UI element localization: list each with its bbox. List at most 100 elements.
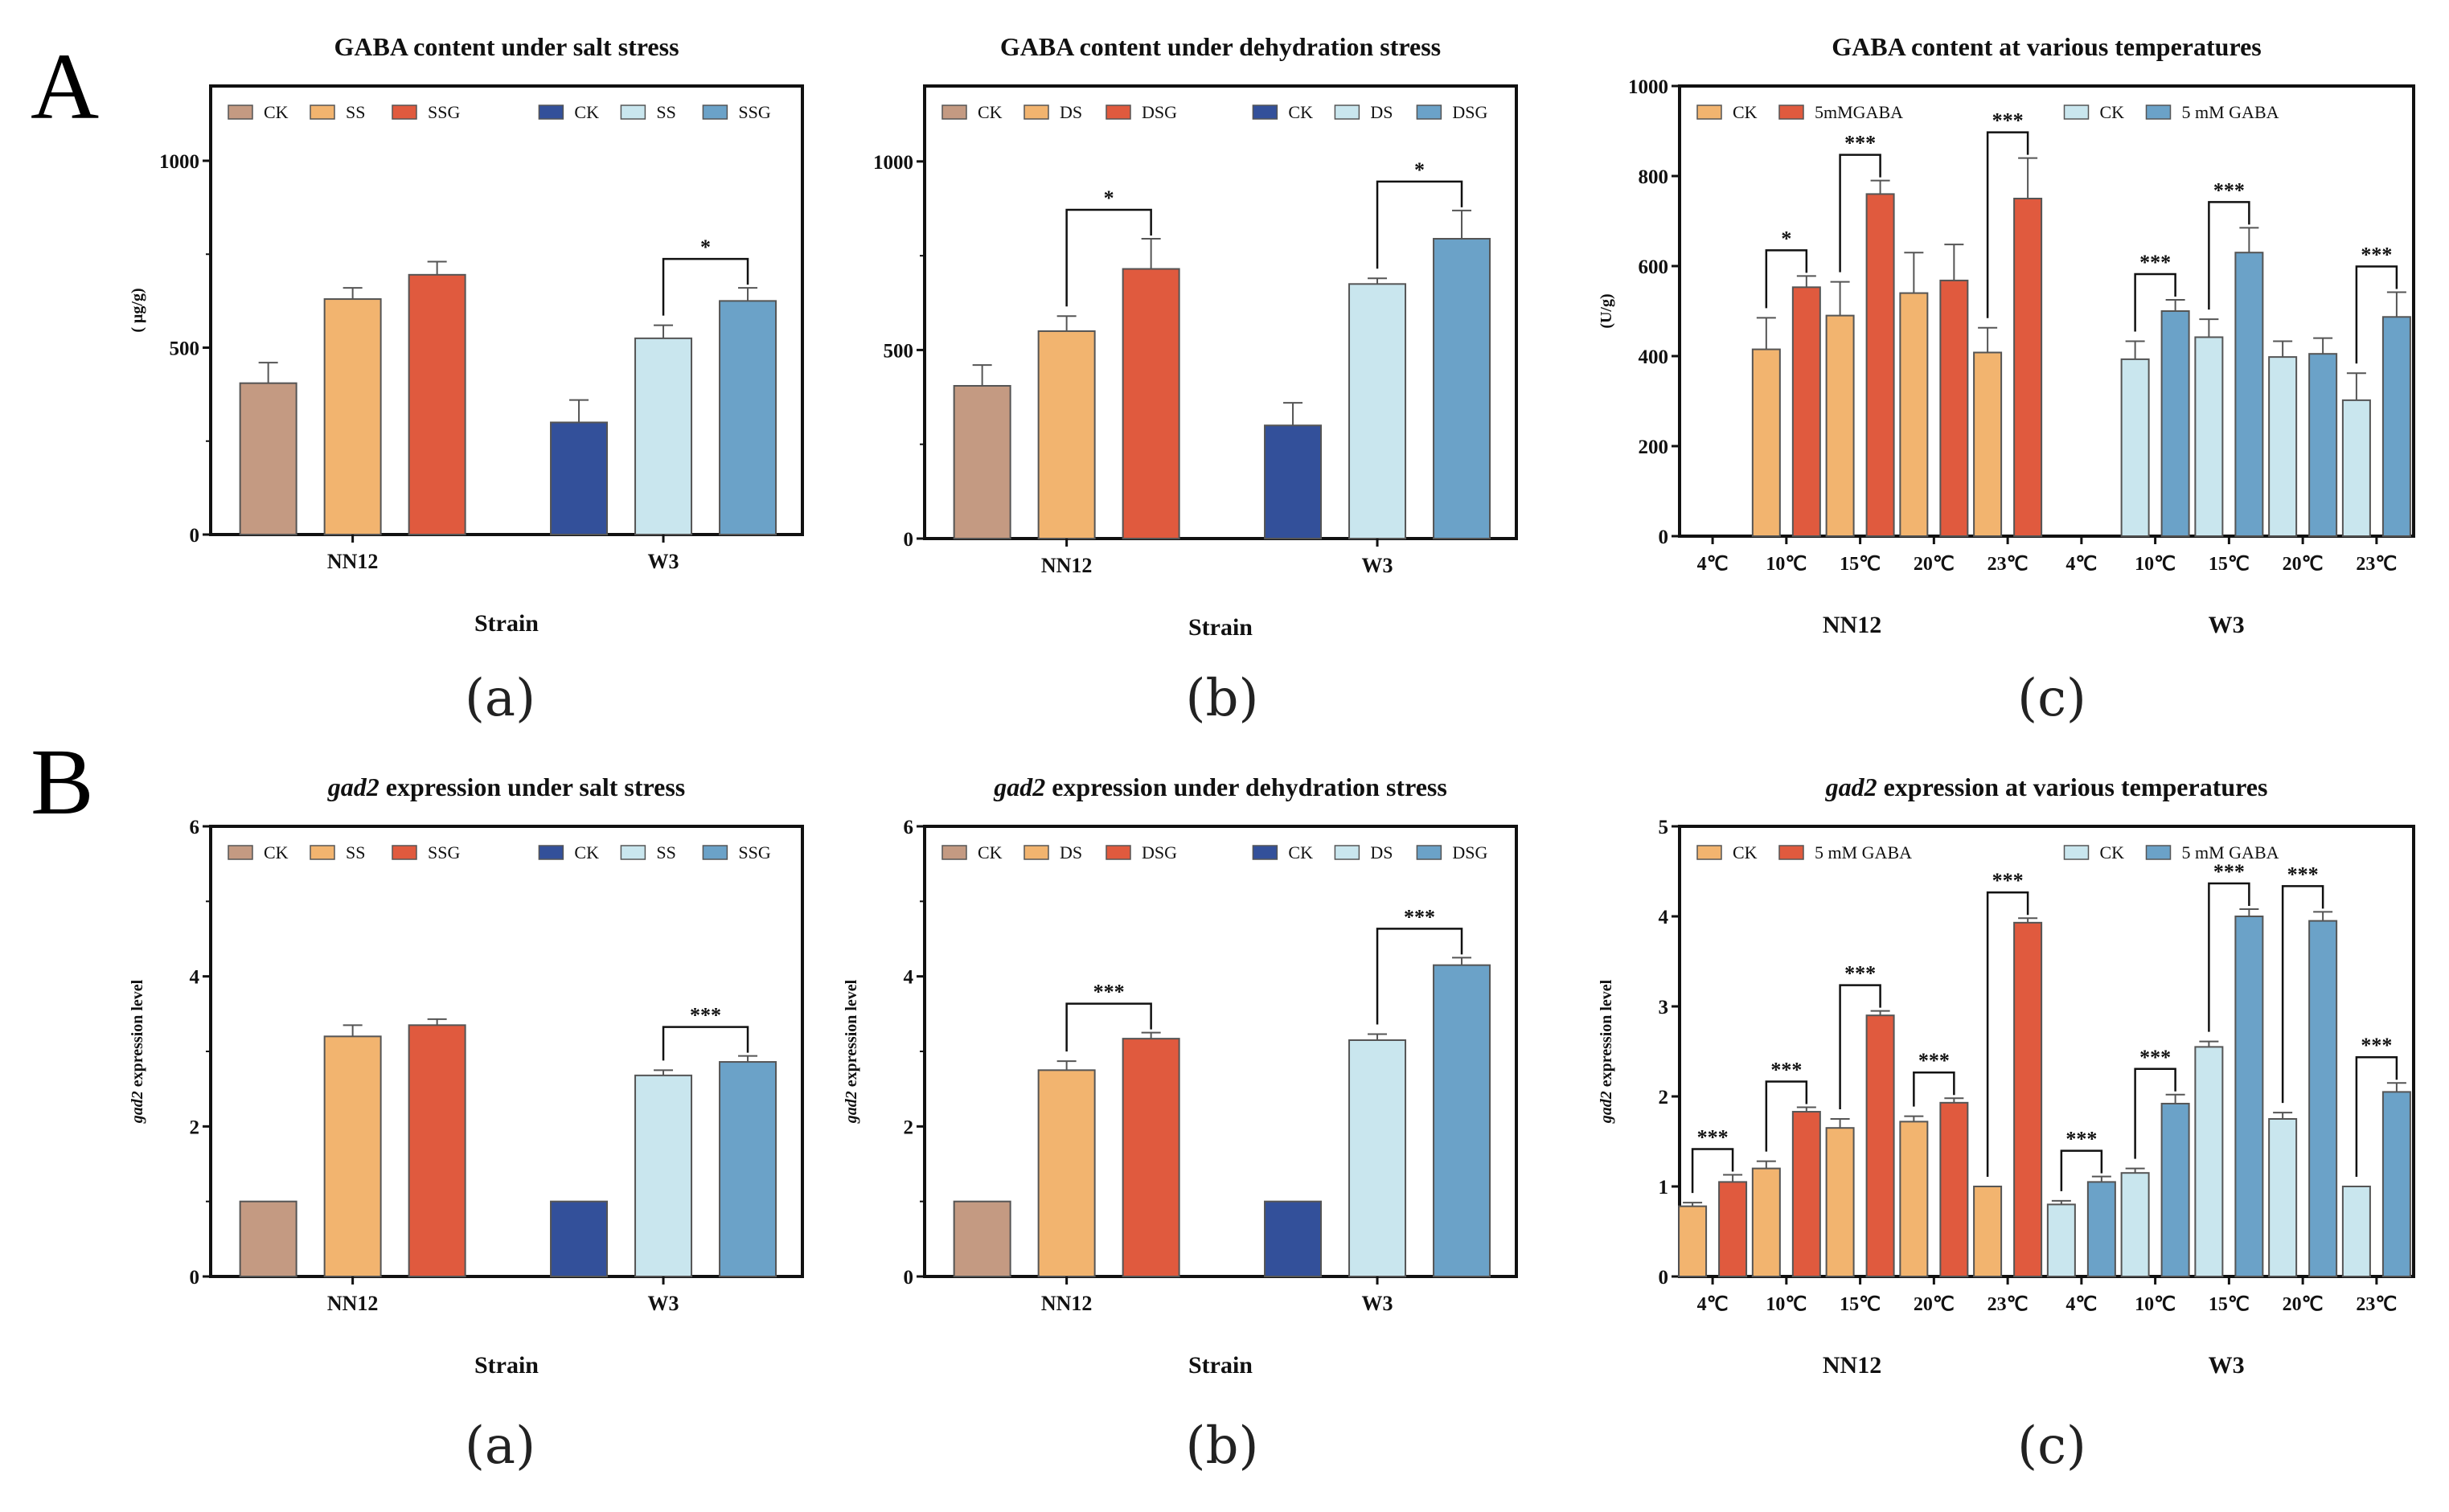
bar [2268, 356, 2298, 537]
x-tick-label: 15℃ [1840, 1294, 1881, 1315]
legend-swatch [941, 845, 967, 860]
bar [2341, 399, 2371, 537]
significance-label: *** [690, 1004, 721, 1027]
bar [550, 1200, 609, 1277]
significance-bracket [2355, 1055, 2398, 1177]
y-tick-label: 800 [1639, 166, 1669, 188]
x-tick-label: 23℃ [1988, 554, 2029, 575]
bar [953, 1200, 1011, 1277]
legend-swatch [1106, 104, 1131, 120]
bar [1678, 1205, 1708, 1278]
legend-label: DSG [1452, 102, 1487, 122]
plot-frame [923, 825, 1518, 1278]
bar [1348, 283, 1407, 539]
chart-title-text: GABA content under salt stress [334, 32, 679, 61]
bar [2013, 198, 2043, 537]
y-tick-label: 4 [904, 967, 914, 989]
legend-swatch [1416, 845, 1442, 860]
bar [2268, 1118, 2298, 1277]
x-tick-label: 20℃ [2283, 1294, 2324, 1315]
legend-label: DSG [1452, 842, 1487, 863]
significance-bracket [1765, 249, 1808, 309]
significance-label: *** [2213, 178, 2245, 202]
y-tick-label: 5 [1659, 817, 1669, 838]
legend-label: SS [656, 102, 675, 122]
legend-swatch [702, 104, 728, 120]
bar [550, 421, 609, 535]
legend-swatch [1106, 845, 1131, 860]
y-tick-label: 600 [1639, 256, 1669, 278]
legend-swatch [1023, 104, 1049, 120]
y-tick-label: 2 [190, 1117, 200, 1138]
significance-label: * [1414, 158, 1425, 182]
y-tick-label: 0 [1659, 1267, 1669, 1289]
legend-label: 5 mM GABA [1815, 842, 1912, 863]
significance-bracket [2060, 1149, 2103, 1191]
x-tick-label: NN12 [1041, 554, 1093, 577]
strain-label: W3 [2209, 612, 2245, 638]
bar [2013, 921, 2043, 1277]
legend-swatch [538, 845, 564, 860]
significance-label: *** [1770, 1058, 1802, 1081]
legend-label: 5 mM GABA [2182, 842, 2279, 863]
significance-label: *** [2361, 1034, 2392, 1057]
y-axis-label: ( μg/g) [129, 288, 146, 332]
significance-bracket [1839, 154, 1881, 272]
bar [2086, 1181, 2116, 1278]
y-tick-label: 0 [904, 529, 914, 551]
significance-label: *** [2139, 251, 2171, 274]
bar [1264, 424, 1323, 539]
bar [1751, 348, 1781, 537]
legend-swatch [1696, 845, 1722, 860]
legend-swatch [392, 845, 417, 860]
chart-title-italic: gad2 [327, 772, 379, 801]
legend-label: CK [264, 842, 289, 863]
significance-label: *** [1844, 132, 1876, 155]
legend-label: CK [1288, 102, 1313, 122]
significance-bracket [1986, 891, 2029, 1177]
legend-label: CK [264, 102, 289, 122]
legend-swatch [941, 104, 967, 120]
bar [1751, 1167, 1781, 1277]
significance-bracket [1986, 131, 2029, 318]
chart-title: gad2 expression under salt stress [327, 772, 685, 801]
legend-swatch [2063, 104, 2090, 120]
legend-swatch [1778, 845, 1804, 860]
significance-bracket [1913, 1071, 1955, 1107]
significance-label: * [1781, 227, 1791, 250]
sub-label-Bc: (c) [2017, 1416, 2086, 1476]
y-tick-label: 6 [904, 817, 914, 838]
strain-label: NN12 [1823, 1352, 1881, 1379]
y-axis-label-text: ( μg/g) [129, 288, 146, 332]
chart-Aa: GABA content under salt stress 0 500 1000 ( … [129, 32, 804, 637]
panel-letter-b: B [31, 729, 94, 834]
bar [1825, 1127, 1855, 1277]
significance-bracket [2355, 265, 2398, 364]
significance-bracket [2281, 885, 2324, 1104]
chart-title-italic: gad2 [993, 772, 1045, 801]
chart-title-text: expression at various temperatures [1877, 772, 2268, 801]
bar [1899, 292, 1929, 537]
y-tick-label: 0 [904, 1267, 914, 1289]
y-axis-label: gad2 expression level [843, 979, 860, 1124]
y-axis-label-text: expression level [129, 979, 146, 1091]
y-tick-label: 0 [190, 1267, 200, 1289]
legend-swatch [1334, 104, 1360, 120]
significance-label: *** [2287, 863, 2319, 886]
significance-label: *** [1093, 981, 1125, 1004]
significance-bracket [1065, 1002, 1152, 1052]
significance-bracket [1691, 1148, 1734, 1194]
legend-swatch [1778, 104, 1804, 120]
legend-label: SSG [428, 102, 460, 122]
y-tick-label: 0 [190, 525, 200, 547]
chart-Ac: GABA content at various temperatures 0 200… [1598, 32, 2415, 638]
x-tick-label: 10℃ [2135, 1294, 2176, 1315]
plot-frame [209, 84, 804, 536]
x-tick-label: W3 [1362, 554, 1393, 577]
x-tick-label: NN12 [327, 1292, 379, 1315]
y-tick-label: 3 [1659, 997, 1669, 1018]
legend-label: SS [346, 102, 365, 122]
chart-Ba: gad2 expression under salt stress 0 2 4 6 gad… [129, 772, 804, 1379]
legend-label: CK [574, 842, 599, 863]
